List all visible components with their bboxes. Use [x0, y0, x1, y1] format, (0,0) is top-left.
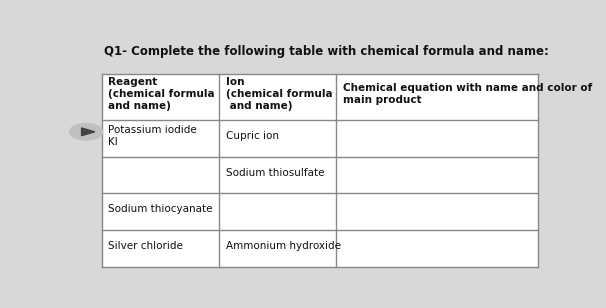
Text: Reagent
(chemical formula
and name): Reagent (chemical formula and name): [108, 78, 215, 111]
Text: Q1- Complete the following table with chemical formula and name:: Q1- Complete the following table with ch…: [104, 45, 549, 58]
Text: Sodium thiosulfate: Sodium thiosulfate: [225, 168, 324, 178]
Bar: [102, 74, 538, 267]
Text: Sodium thiocyanate: Sodium thiocyanate: [108, 205, 213, 214]
Text: Silver chloride: Silver chloride: [108, 241, 183, 251]
Text: Ammonium hydroxide: Ammonium hydroxide: [225, 241, 341, 251]
Polygon shape: [82, 128, 95, 136]
Text: Ion
(chemical formula
 and name): Ion (chemical formula and name): [225, 78, 332, 111]
Circle shape: [70, 124, 102, 140]
Text: Chemical equation with name and color of
main product: Chemical equation with name and color of…: [343, 83, 592, 105]
Text: Potassium iodide
KI: Potassium iodide KI: [108, 125, 197, 147]
Text: Cupric ion: Cupric ion: [225, 131, 279, 141]
